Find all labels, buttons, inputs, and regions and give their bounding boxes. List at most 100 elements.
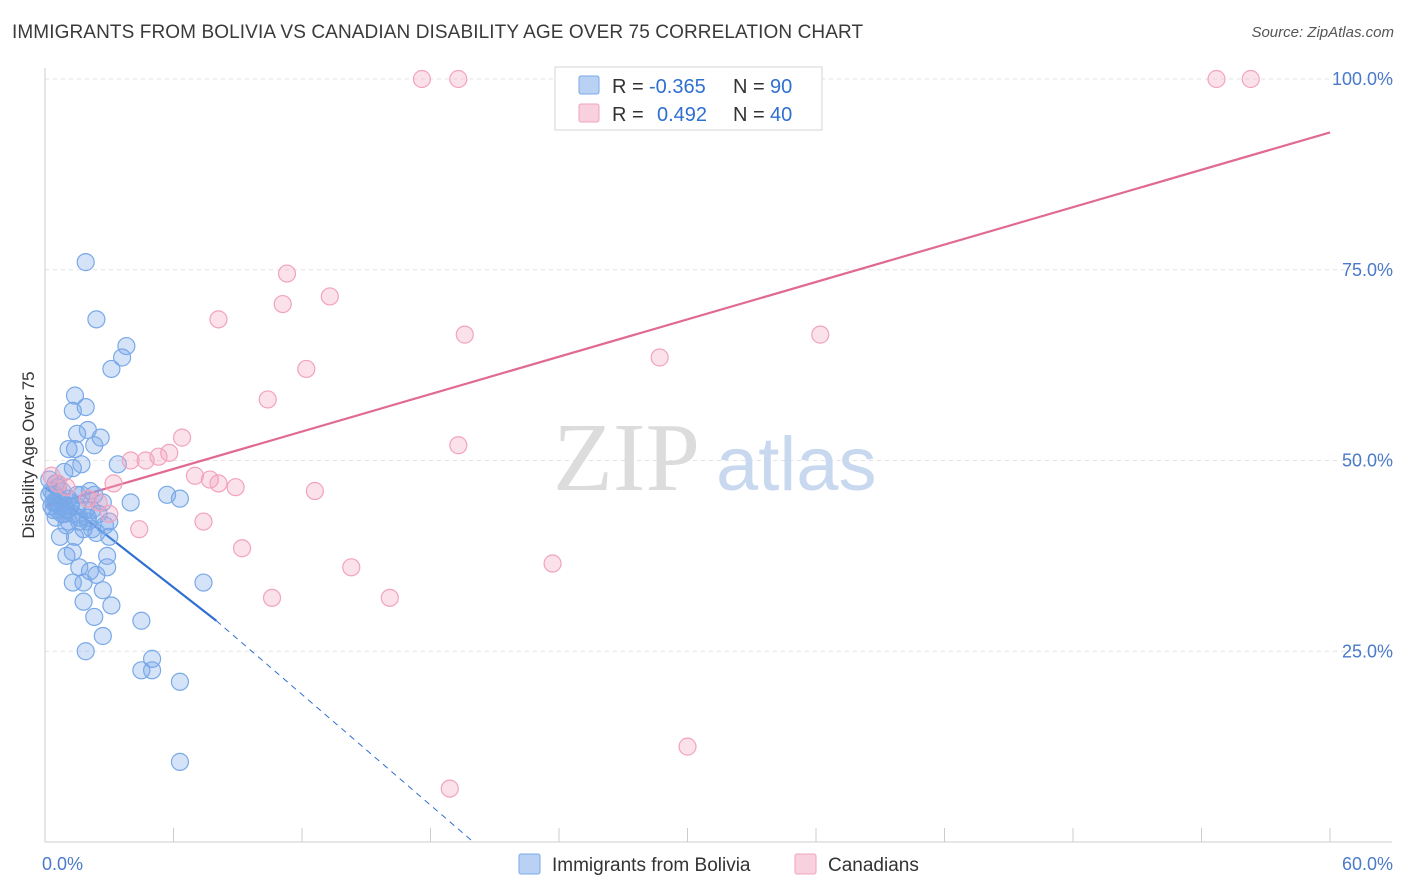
data-point [380,588,399,607]
y-axis-label: Disability Age Over 75 [19,371,38,538]
data-point [170,672,190,691]
data-point [93,581,112,600]
data-point [57,478,76,497]
data-point [68,424,87,443]
legend-r-label-1: R = [612,76,644,98]
data-point [170,752,190,771]
series-name-canadians: Canadians [828,855,919,876]
data-point [104,474,123,493]
data-point [85,607,104,627]
series-points-0 [40,253,213,771]
data-point [50,527,70,546]
data-point [277,264,297,283]
y-tick-label: 25.0% [1342,641,1393,661]
trend-line [44,131,1331,508]
watermark-atlas: atlas [716,422,877,507]
legend-n-value-2: 40 [770,104,792,126]
data-point [149,447,168,466]
legend-swatch-canadians [578,103,600,123]
data-point [63,542,82,562]
data-point [185,466,205,485]
data-point [440,779,459,798]
data-point [678,737,697,756]
data-point [232,539,252,558]
data-point [59,439,78,459]
data-point [76,253,95,272]
x-tick-label: 60.0% [1342,854,1393,874]
data-point [297,359,316,379]
data-point [142,661,162,680]
series-legend: Immigrants from Bolivia Canadians [518,853,919,876]
data-point [226,478,245,497]
data-point [74,573,93,592]
watermark: ZIP atlas [553,404,877,512]
data-point [83,500,102,520]
trend-line [44,486,218,622]
data-point [100,527,119,546]
legend-n-label-2: N = [733,104,765,126]
x-tick-label: 0.0% [42,854,83,874]
source-label: Source: ZipAtlas.com [1251,24,1394,41]
data-point [194,573,213,592]
legend-swatch-bolivia [578,75,600,95]
data-point [72,455,91,474]
data-point [305,481,324,501]
data-point [273,294,292,314]
grid-lines [45,78,1392,652]
data-point [98,546,117,565]
data-point [93,626,112,646]
data-point [172,428,192,447]
chart-title: IMMIGRANTS FROM BOLIVIA VS CANADIAN DISA… [12,22,864,43]
trend-extension [216,620,474,843]
data-point [132,611,151,630]
data-point [455,325,474,344]
data-point [160,443,179,462]
data-point [63,459,82,478]
data-point [200,470,220,489]
trend-lines [44,131,1331,843]
data-point [65,527,85,546]
data-point [449,436,468,455]
legend-n-value-1: 90 [770,76,792,98]
data-point [1207,69,1226,89]
series-swatch-canadians [794,853,817,875]
data-point [258,390,277,409]
data-point [811,325,830,344]
series-name-bolivia: Immigrants from Bolivia [552,855,751,876]
data-point [65,386,85,405]
data-point [76,397,95,417]
data-point [42,466,61,485]
data-point [412,69,432,89]
data-point [121,493,140,512]
series-swatch-bolivia [518,853,541,875]
data-point [78,420,97,440]
data-point [320,287,339,306]
data-point [89,493,108,512]
data-point [65,439,85,459]
data-point [102,596,121,615]
data-point [100,512,119,531]
data-point [157,485,177,504]
data-point [132,661,151,680]
legend-n-label-1: N = [733,76,765,98]
data-point [130,520,149,539]
correlation-legend: R = -0.365 N = 90 R = 0.492 N = 40 [554,66,823,131]
data-point [78,512,97,531]
data-point [262,588,282,607]
data-point [194,512,213,531]
data-point [85,436,104,455]
data-point [48,500,67,520]
data-point [102,359,121,379]
y-tick-label: 50.0% [1342,451,1393,471]
data-point [87,310,106,329]
data-point [342,558,361,577]
legend-r-value-2: 0.492 [657,104,707,126]
data-point [209,474,228,493]
data-points [40,69,1260,798]
data-point [543,554,562,573]
data-point [1241,69,1260,89]
tick-labels: 25.0% 50.0% 75.0% 100.0% 0.0% 60.0% [42,69,1393,874]
data-point [121,451,140,470]
series-points-1 [42,69,1260,798]
